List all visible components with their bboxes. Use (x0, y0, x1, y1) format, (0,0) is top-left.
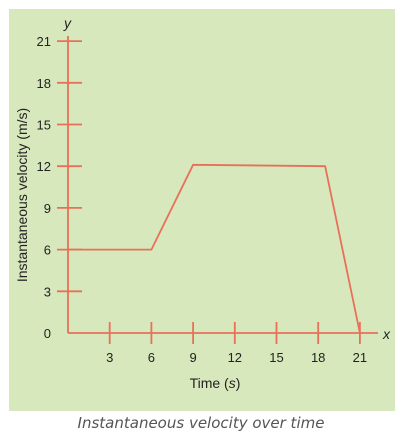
x-tick-label: 9 (189, 350, 196, 365)
x-tick-label: 6 (148, 350, 155, 365)
y-axis-letter: y (63, 15, 72, 31)
x-tick-label: 12 (228, 350, 242, 365)
x-tick-label: 18 (311, 350, 325, 365)
x-tick-label: 15 (269, 350, 283, 365)
x-axis-title: Time (s) (190, 375, 241, 391)
y-tick-label: 3 (44, 284, 51, 299)
y-tick-label: 9 (44, 201, 51, 216)
y-tick-label: 21 (37, 34, 51, 49)
x-tick-label: 3 (106, 350, 113, 365)
y-tick-label: 0 (44, 326, 51, 341)
y-tick-label: 6 (44, 243, 51, 258)
x-axis-letter: x (382, 326, 391, 342)
chart-panel (9, 9, 395, 411)
x-tick-label: 21 (353, 350, 367, 365)
series-line-0 (68, 163, 361, 334)
y-tick-label: 15 (37, 118, 51, 133)
y-axis-title: Instantaneous velocity (m/s) (14, 108, 30, 282)
figure-caption: Instantaneous velocity over time (77, 414, 325, 432)
y-tick-label: 12 (37, 159, 51, 174)
y-tick-label: 18 (37, 76, 51, 91)
